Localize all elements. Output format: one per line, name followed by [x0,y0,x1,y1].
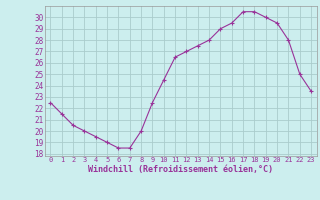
X-axis label: Windchill (Refroidissement éolien,°C): Windchill (Refroidissement éolien,°C) [88,165,273,174]
